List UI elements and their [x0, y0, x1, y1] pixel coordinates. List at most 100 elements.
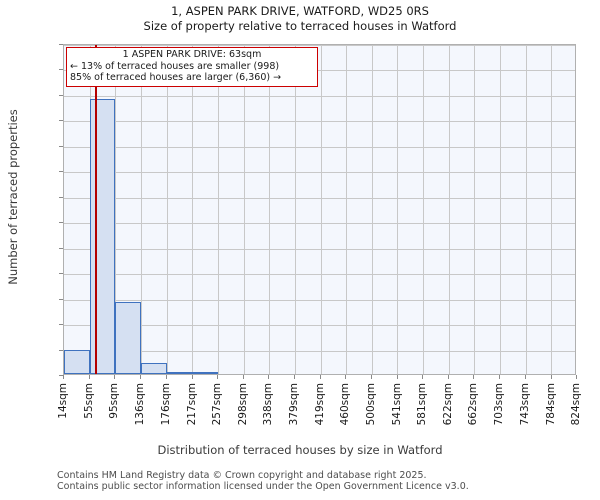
x-axis-tick-label: 824sqm	[570, 383, 582, 426]
x-gridline	[372, 45, 373, 374]
histogram-bar	[89, 99, 116, 374]
y-axis-tick-mark	[59, 145, 63, 147]
x-axis-tick-mark	[576, 375, 577, 379]
x-gridline	[423, 45, 424, 374]
x-gridline	[526, 45, 527, 374]
y-axis-tick-mark	[59, 273, 63, 275]
y-gridline	[64, 197, 575, 199]
plot-area	[63, 44, 576, 375]
x-axis-tick-mark	[114, 375, 115, 379]
x-axis-tick-label: 743sqm	[519, 383, 531, 426]
x-axis-tick-mark	[499, 375, 500, 379]
y-axis-tick-mark	[59, 94, 63, 96]
y-axis-tick-mark	[59, 298, 63, 300]
x-axis-tick-mark	[217, 375, 218, 379]
y-axis-tick-mark	[59, 171, 63, 173]
x-axis-tick-mark	[192, 375, 193, 379]
x-axis-tick-label: 460sqm	[339, 383, 351, 426]
y-gridline	[64, 325, 575, 327]
y-axis-title: Number of terraced properties	[6, 109, 20, 285]
x-axis-tick-label: 500sqm	[365, 383, 377, 426]
x-gridline	[295, 45, 296, 374]
x-gridline	[218, 45, 219, 374]
x-axis-tick-mark	[397, 375, 398, 379]
chart-title-secondary: Size of property relative to terraced ho…	[143, 19, 457, 33]
x-axis-tick-label: 662sqm	[467, 383, 479, 426]
y-axis-tick-mark	[59, 196, 63, 198]
x-axis-tick-label: 176sqm	[160, 383, 172, 426]
x-axis-tick-mark	[294, 375, 295, 379]
y-gridline	[64, 172, 575, 174]
y-gridline	[64, 70, 575, 72]
histogram-bar	[192, 372, 218, 374]
x-axis-tick-label: 703sqm	[493, 383, 505, 426]
x-axis-tick-label: 379sqm	[288, 383, 300, 426]
x-axis-title: Distribution of terraced houses by size …	[157, 443, 443, 457]
x-gridline	[449, 45, 450, 374]
y-axis-tick-mark	[59, 247, 63, 249]
x-axis-tick-label: 622sqm	[442, 383, 454, 426]
x-axis-tick-mark	[473, 375, 474, 379]
annotation-property-size: 1 ASPEN PARK DRIVE: 63sqm	[122, 49, 262, 60]
x-gridline	[397, 45, 398, 374]
y-axis-tick-mark	[59, 324, 63, 326]
x-axis-tick-label: 419sqm	[314, 383, 326, 426]
x-axis-tick-mark	[63, 375, 64, 379]
chart-title-block: 1, ASPEN PARK DRIVE, WATFORD, WD25 0RS S…	[0, 4, 600, 34]
x-gridline	[269, 45, 270, 374]
y-gridline	[64, 45, 575, 46]
x-axis-tick-label: 298sqm	[237, 383, 249, 426]
histogram-bar	[140, 363, 167, 374]
y-gridline	[64, 223, 575, 225]
x-axis-tick-label: 257sqm	[211, 383, 223, 426]
footer-line-1: Contains HM Land Registry data © Crown c…	[57, 470, 427, 481]
histogram-bar	[166, 372, 193, 374]
annotation-smaller-stat: ← 13% of terraced houses are smaller (99…	[70, 60, 280, 72]
x-axis-tick-mark	[345, 375, 346, 379]
x-axis-tick-mark	[243, 375, 244, 379]
x-axis-tick-mark	[89, 375, 90, 379]
annotation-larger-stat: 85% of terraced houses are larger (6,360…	[70, 72, 282, 83]
x-axis-tick-mark	[551, 375, 552, 379]
x-axis-tick-label: 136sqm	[134, 383, 146, 426]
x-axis-tick-mark	[525, 375, 526, 379]
y-gridline	[64, 350, 575, 352]
histogram-bar	[64, 350, 90, 374]
x-axis-tick-label: 55sqm	[83, 383, 95, 419]
property-size-marker-line	[95, 45, 98, 374]
y-axis-tick-mark	[59, 375, 63, 376]
x-axis-tick-label: 338sqm	[262, 383, 274, 426]
x-axis-tick-label: 14sqm	[57, 383, 69, 419]
x-gridline	[192, 45, 193, 374]
property-annotation-box: 1 ASPEN PARK DRIVE: 63sqm ← 13% of terra…	[66, 47, 318, 87]
x-axis-tick-mark	[320, 375, 321, 379]
x-axis-tick-mark	[371, 375, 372, 379]
y-gridline	[64, 248, 575, 250]
y-gridline	[64, 121, 575, 123]
histogram-bar	[115, 302, 141, 374]
x-axis-tick-mark	[140, 375, 141, 379]
x-axis-tick-label: 217sqm	[186, 383, 198, 426]
y-gridline	[64, 146, 575, 148]
x-axis-tick-label: 95sqm	[108, 383, 120, 419]
y-gridline	[64, 274, 575, 276]
y-gridline	[64, 299, 575, 301]
x-gridline	[474, 45, 475, 374]
x-axis-tick-mark	[448, 375, 449, 379]
footer-line-2: Contains public sector information licen…	[57, 481, 469, 492]
x-axis-tick-mark	[422, 375, 423, 379]
x-gridline	[551, 45, 552, 374]
x-gridline	[346, 45, 347, 374]
x-gridline	[115, 45, 116, 374]
x-gridline	[500, 45, 501, 374]
footer-attribution: Contains HM Land Registry data © Crown c…	[57, 470, 597, 492]
x-axis-tick-mark	[166, 375, 167, 379]
chart-title-primary: 1, ASPEN PARK DRIVE, WATFORD, WD25 0RS	[171, 4, 429, 18]
x-gridline	[141, 45, 142, 374]
x-axis-tick-label: 541sqm	[391, 383, 403, 426]
x-gridline	[244, 45, 245, 374]
y-axis-tick-mark	[59, 44, 63, 45]
x-axis-tick-label: 784sqm	[545, 383, 557, 426]
y-axis-tick-mark	[59, 120, 63, 122]
